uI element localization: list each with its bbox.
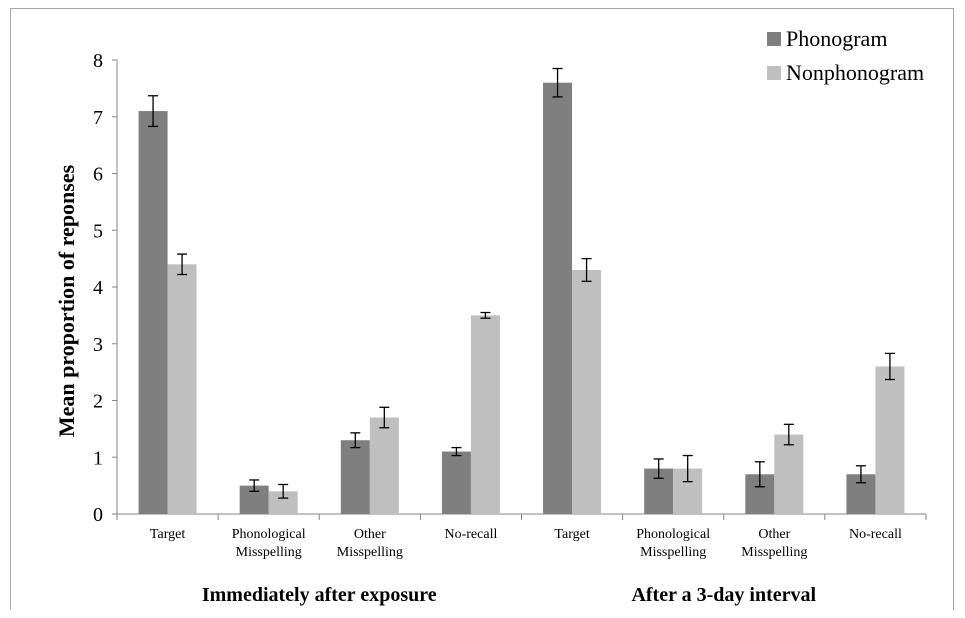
y-tick-label: 0 bbox=[93, 504, 103, 526]
x-tick-label: Target bbox=[150, 527, 185, 542]
y-tick-label: 3 bbox=[93, 334, 103, 356]
y-tick-label: 6 bbox=[93, 164, 103, 186]
legend-swatch bbox=[767, 32, 781, 46]
x-tick-label: No-recall bbox=[849, 527, 902, 542]
y-tick-label: 5 bbox=[93, 220, 103, 242]
x-tick-label: Target bbox=[554, 527, 589, 542]
legend-label: Nonphonogram bbox=[786, 60, 924, 85]
x-tick-label: Misspelling bbox=[640, 545, 706, 560]
bar bbox=[167, 264, 197, 514]
y-tick-label: 2 bbox=[93, 391, 103, 413]
bar bbox=[441, 451, 471, 514]
x-tick-label: Phonological bbox=[636, 527, 710, 542]
group-label: After a 3-day interval bbox=[631, 584, 816, 606]
x-tick-label: Misspelling bbox=[337, 545, 403, 560]
bar bbox=[572, 269, 602, 514]
x-tick-label: Other bbox=[758, 527, 790, 542]
bar bbox=[543, 82, 573, 514]
y-tick-label: 7 bbox=[93, 107, 103, 129]
x-tick-label: Phonological bbox=[232, 527, 306, 542]
bar bbox=[340, 440, 370, 514]
bar bbox=[774, 434, 804, 514]
chart-frame bbox=[10, 8, 954, 610]
x-tick-label: No-recall bbox=[445, 527, 498, 542]
x-tick-label: Misspelling bbox=[236, 545, 302, 560]
y-axis-label: Mean proportion of reponses bbox=[54, 164, 79, 437]
legend-swatch bbox=[767, 66, 781, 80]
bar bbox=[138, 111, 168, 514]
bar bbox=[875, 366, 905, 514]
group-label: Immediately after exposure bbox=[202, 584, 437, 606]
bar bbox=[268, 491, 298, 514]
x-tick-label: Misspelling bbox=[741, 545, 807, 560]
legend-label: Phonogram bbox=[786, 26, 887, 51]
x-tick-label: Other bbox=[354, 527, 386, 542]
y-tick-label: 1 bbox=[93, 447, 103, 469]
y-tick-label: 4 bbox=[93, 277, 103, 299]
bar bbox=[369, 417, 399, 514]
bar bbox=[470, 315, 500, 514]
y-tick-label: 8 bbox=[93, 50, 103, 72]
